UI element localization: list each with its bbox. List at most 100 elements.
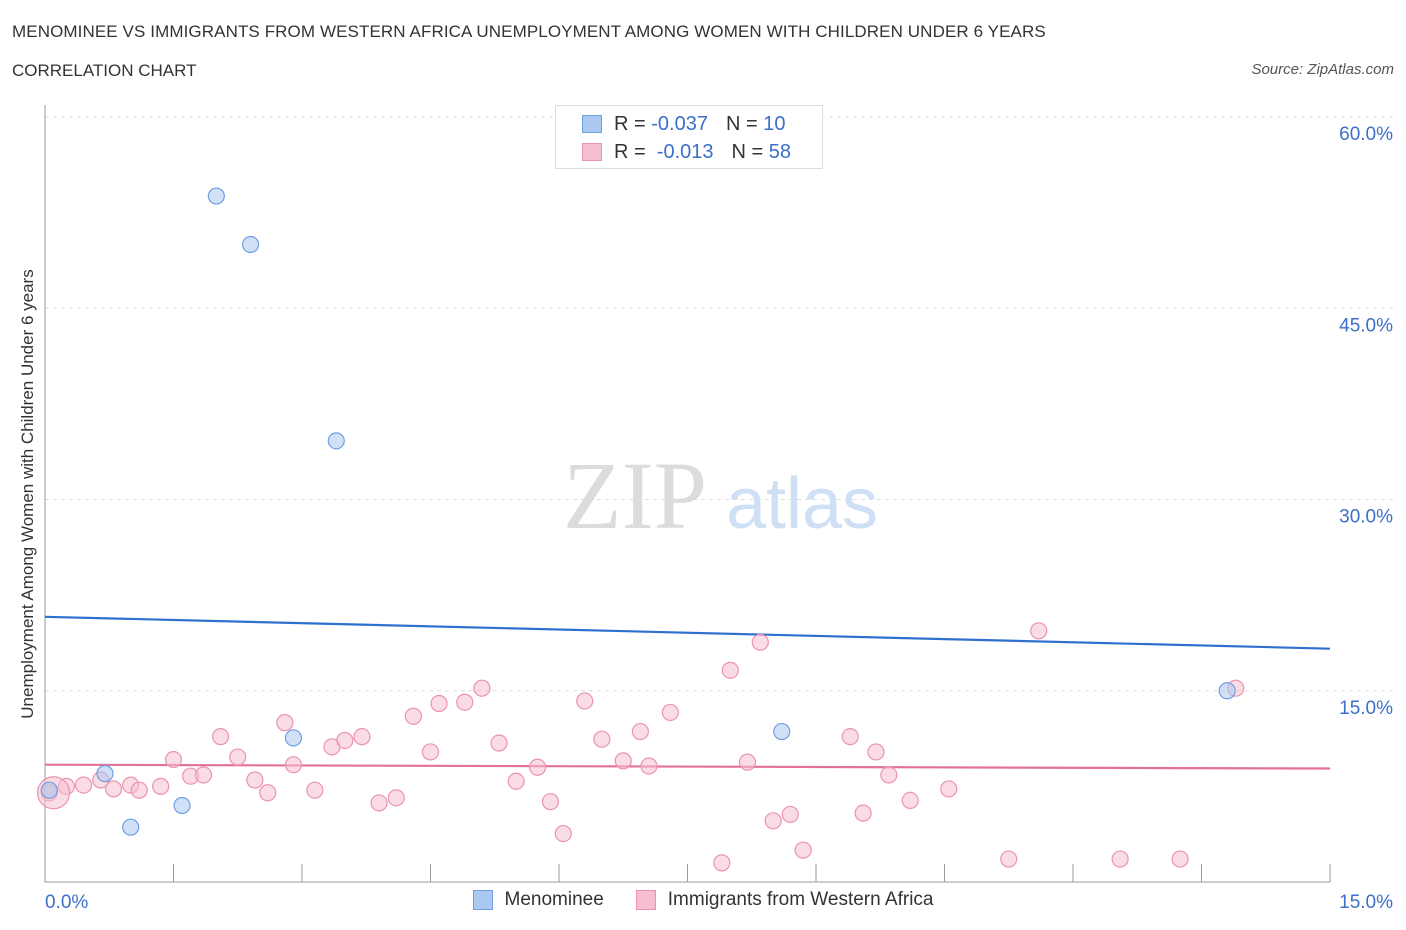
immigrants-point	[104, 780, 123, 798]
immigrants-point	[473, 679, 491, 697]
immigrants-point	[528, 758, 547, 776]
immigrants-point	[130, 781, 148, 799]
immigrants-point	[1111, 850, 1129, 868]
immigrants-point	[404, 707, 422, 725]
menominee-swatch	[582, 115, 602, 133]
watermark: ZIP atlas	[563, 442, 878, 549]
immigrants-point	[74, 776, 93, 794]
data-points	[36, 187, 1245, 872]
tick-labels: 15.0% 30.0% 45.0% 60.0% 0.0% 15.0%	[45, 124, 1393, 913]
immigrants-point	[854, 804, 872, 822]
immigrants-point	[421, 743, 440, 761]
legend-r-value: -0.013	[656, 140, 714, 163]
immigrants-point	[276, 714, 294, 732]
source-label: Source: ZipAtlas.com	[1251, 61, 1394, 78]
immigrants-point	[194, 766, 213, 784]
watermark-zip: ZIP	[563, 442, 707, 549]
legend-n-value: 58	[768, 140, 792, 163]
immigrants-point	[353, 728, 371, 746]
immigrants-point	[541, 793, 560, 811]
legend-row-immigrants: R = -0.013 N = 58	[582, 139, 791, 165]
legend-n-value: 10	[763, 112, 786, 135]
immigrants-point	[430, 694, 448, 713]
immigrants-point	[164, 750, 183, 769]
immigrants-point	[738, 753, 757, 771]
immigrants-trendline	[44, 763, 1331, 770]
immigrants-point	[713, 854, 731, 872]
legend-label-immigrants: Immigrants from Western Africa	[667, 889, 934, 910]
immigrants-point	[554, 824, 572, 843]
immigrants-point	[640, 757, 658, 775]
immigrants-point	[1000, 850, 1018, 868]
legend-r-label: R =	[614, 112, 646, 135]
y-tick-label: 45.0%	[1339, 315, 1393, 336]
menominee-point	[173, 796, 191, 815]
legend-n-label: N =	[725, 112, 758, 135]
legend-row-menominee: R = -0.037 N = 10	[582, 111, 785, 137]
immigrants-point	[246, 771, 264, 789]
menominee-point	[1218, 682, 1236, 700]
chart-title: MENOMINEE VS IMMIGRANTS FROM WESTERN AFR…	[12, 22, 1046, 41]
legend-item-immigrants[interactable]: Immigrants from Western Africa	[635, 889, 934, 911]
menominee-point	[207, 187, 225, 205]
legend-label-menominee: Menominee	[504, 889, 604, 910]
x-tick-label: 15.0%	[1339, 892, 1393, 913]
immigrants-point	[867, 743, 885, 761]
legend-item-menominee[interactable]: Menominee	[472, 889, 604, 911]
immigrants-point	[841, 728, 859, 746]
gridlines	[45, 116, 1395, 692]
legend-r-label: R =	[614, 140, 646, 163]
immigrants-point	[576, 692, 594, 710]
axes	[44, 105, 1331, 883]
trendlines	[44, 615, 1331, 770]
immigrants-point	[370, 794, 388, 812]
menominee-point	[242, 235, 260, 254]
y-tick-label: 15.0%	[1339, 698, 1393, 719]
watermark-atlas: atlas	[726, 464, 878, 544]
immigrants-point	[751, 633, 769, 651]
immigrants-point	[661, 703, 679, 722]
immigrants-point	[456, 693, 474, 711]
immigrants-point	[781, 805, 799, 824]
menominee-point	[122, 818, 140, 836]
y-tick-label: 30.0%	[1339, 507, 1393, 528]
immigrants-point	[593, 730, 611, 748]
menominee-point	[96, 765, 114, 783]
immigrants-point	[721, 661, 739, 679]
immigrants-point	[794, 841, 812, 859]
immigrants-point	[336, 731, 354, 750]
immigrants-point	[1030, 622, 1048, 640]
stats-legend: R = -0.037 N = 10 R = -0.013 N = 58	[555, 105, 823, 169]
immigrants-point	[387, 789, 405, 807]
x-tick-label: 0.0%	[45, 892, 88, 913]
menominee-legend-swatch	[472, 890, 493, 910]
immigrants-point	[212, 728, 230, 746]
immigrants-point	[1171, 850, 1189, 868]
menominee-point	[773, 722, 791, 741]
immigrants-point	[901, 791, 919, 810]
menominee-point	[40, 781, 58, 799]
menominee-trendline	[44, 615, 1331, 650]
immigrants-point	[259, 784, 277, 802]
menominee-point	[327, 432, 345, 450]
menominee-point	[284, 729, 303, 747]
series-legend: Menominee Immigrants from Western Africa	[0, 889, 1406, 911]
immigrants-swatch	[582, 143, 602, 161]
immigrants-point	[306, 781, 324, 799]
immigrants-point	[631, 722, 649, 741]
immigrants-point	[880, 766, 898, 784]
legend-n-label: N =	[731, 140, 764, 163]
immigrants-point	[507, 772, 525, 790]
chart-subtitle: CORRELATION CHART	[12, 61, 197, 80]
immigrants-point	[229, 748, 247, 766]
y-axis-label: Unemployment Among Women with Children U…	[18, 269, 37, 719]
immigrants-point	[152, 777, 170, 795]
immigrants-point	[284, 756, 303, 774]
immigrants-point	[764, 812, 782, 830]
immigrants-legend-swatch	[635, 890, 656, 910]
y-tick-label: 60.0%	[1339, 124, 1393, 145]
immigrants-point	[490, 734, 508, 752]
immigrants-point	[614, 752, 632, 770]
immigrants-point	[940, 780, 958, 798]
